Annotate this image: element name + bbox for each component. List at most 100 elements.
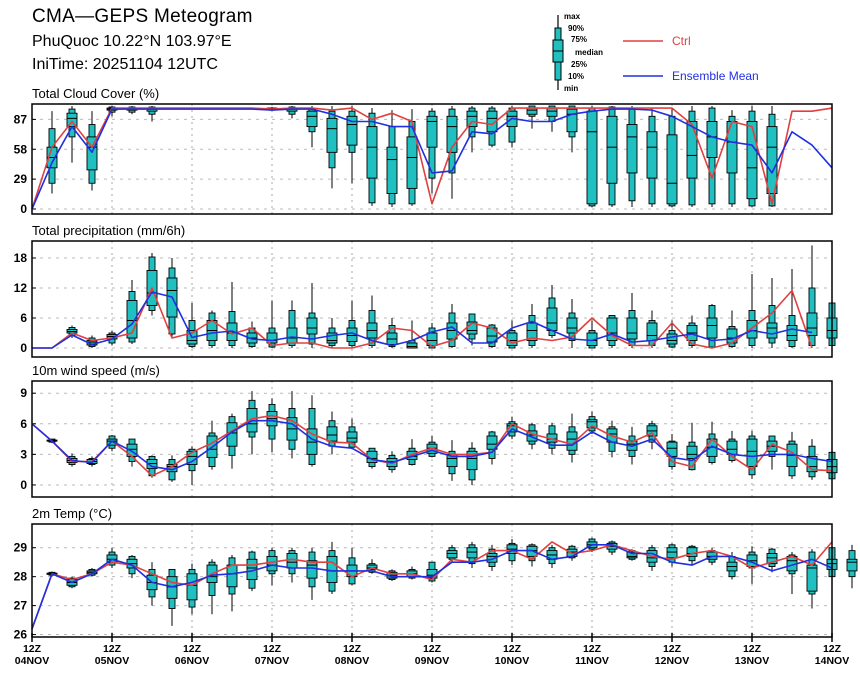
ensemble-box: [226, 282, 238, 348]
legend-ctrl-label: Ctrl: [672, 34, 691, 48]
ensemble-box: [166, 568, 178, 626]
x-tick-label-date: 05NOV: [95, 655, 129, 667]
x-tick-label-date: 12NOV: [655, 655, 689, 667]
y-tick-label: 6: [20, 311, 27, 325]
x-tick-label-hour: 12Z: [663, 643, 682, 655]
x-tick-label-date: 09NOV: [415, 655, 449, 667]
ensemble-box: [586, 411, 598, 434]
ensemble-box: [346, 106, 358, 184]
box-25-75: [446, 115, 458, 153]
ensemble-box: [366, 108, 378, 206]
ensemble-box: [466, 541, 478, 568]
box-25-75: [526, 107, 538, 115]
legend-label-max: max: [564, 12, 581, 21]
ensemble-box: [766, 547, 778, 573]
panel-title: 10m wind speed (m/s): [32, 363, 160, 378]
box-25-75: [346, 115, 358, 146]
ensemble-box: [426, 436, 438, 458]
ensemble-box: [566, 413, 578, 463]
box-25-75: [186, 573, 198, 601]
ensemble-box: [666, 433, 678, 470]
ensemble-mean-line: [31, 108, 833, 210]
ensemble-box: [186, 303, 198, 348]
ensemble-box: [666, 108, 678, 207]
box-25-75: [286, 327, 298, 344]
ensemble-box: [446, 544, 458, 563]
box-25-75: [626, 551, 638, 559]
panel-0: Total Cloud Cover (%) 0 29 58 87: [14, 86, 833, 216]
ensemble-box: [726, 430, 738, 463]
ensemble-box: [386, 110, 398, 207]
ensemble-box: [326, 106, 338, 189]
box-25-75: [286, 553, 298, 569]
box-25-75: [406, 136, 418, 189]
ensemble-box: [306, 395, 318, 467]
y-tick-label: 18: [14, 251, 28, 265]
box-25-75: [606, 317, 618, 341]
ctrl-line: [31, 414, 833, 477]
box-25-75: [806, 455, 818, 473]
box-25-75: [326, 332, 338, 344]
panel-frame: [31, 240, 833, 358]
ensemble-box: [426, 561, 438, 583]
x-tick-label-date: 06NOV: [175, 655, 209, 667]
box-25-75: [466, 547, 478, 559]
ensemble-box: [226, 413, 238, 469]
box-25-75: [466, 110, 478, 128]
x-tick-label-hour: 12Z: [23, 643, 42, 655]
ensemble-box: [586, 106, 598, 207]
ensemble-box: [546, 285, 558, 338]
ensemble-box: [46, 111, 58, 194]
ensemble-mean-line: [31, 543, 833, 630]
ensemble-box: [606, 106, 618, 207]
y-tick-label: 0: [20, 202, 27, 216]
box-25-75: [446, 550, 458, 559]
ensemble-box: [286, 547, 298, 583]
box-25-75: [626, 317, 638, 340]
ensemble-box: [326, 318, 338, 348]
ensemble-box: [326, 411, 338, 455]
ensemble-box: [726, 110, 738, 207]
box-25-75: [706, 317, 718, 339]
ensemble-box: [706, 304, 718, 348]
box-25-75: [666, 134, 678, 205]
box-25-75: [566, 108, 578, 133]
x-tick-label-hour: 12Z: [423, 643, 442, 655]
ensemble-box: [466, 442, 478, 485]
legend-box-sample: [552, 15, 564, 90]
box-25-75: [406, 342, 418, 349]
box-25-75: [146, 459, 158, 470]
box-25-75: [766, 126, 778, 194]
ctrl-line: [31, 541, 833, 630]
y-tick-label: 28: [14, 570, 28, 584]
ensemble-box: [526, 543, 538, 567]
legend-label-90: 90%: [568, 24, 584, 33]
x-tick-label-date: 10NOV: [495, 655, 529, 667]
box-25-75: [266, 332, 278, 344]
box-25-75: [366, 126, 378, 179]
legend-mean-label: Ensemble Mean: [672, 69, 759, 83]
y-tick-label: 9: [20, 386, 27, 400]
panel-frame: [31, 103, 833, 215]
ensemble-mean-line: [32, 291, 813, 349]
ensemble-box: [606, 540, 618, 555]
y-tick-label: 29: [14, 172, 28, 186]
ensemble-box: [766, 435, 778, 470]
box-25-75: [326, 555, 338, 583]
ensemble-box: [346, 300, 358, 348]
ensemble-box: [186, 563, 198, 615]
ensemble-box: [686, 106, 698, 207]
ensemble-box: [706, 106, 718, 207]
y-tick-label: 29: [14, 541, 28, 555]
ensemble-box: [446, 440, 458, 481]
y-tick-label: 87: [14, 112, 28, 126]
ensemble-box: [326, 541, 338, 595]
ensemble-box: [246, 321, 258, 348]
box-25-75: [586, 110, 598, 205]
y-tick-label: 0: [20, 341, 27, 355]
ctrl-line: [31, 107, 833, 210]
ensemble-box: [806, 549, 818, 609]
box-25-75: [686, 120, 698, 179]
ensemble-box: [506, 106, 518, 148]
box-25-75: [586, 419, 598, 429]
